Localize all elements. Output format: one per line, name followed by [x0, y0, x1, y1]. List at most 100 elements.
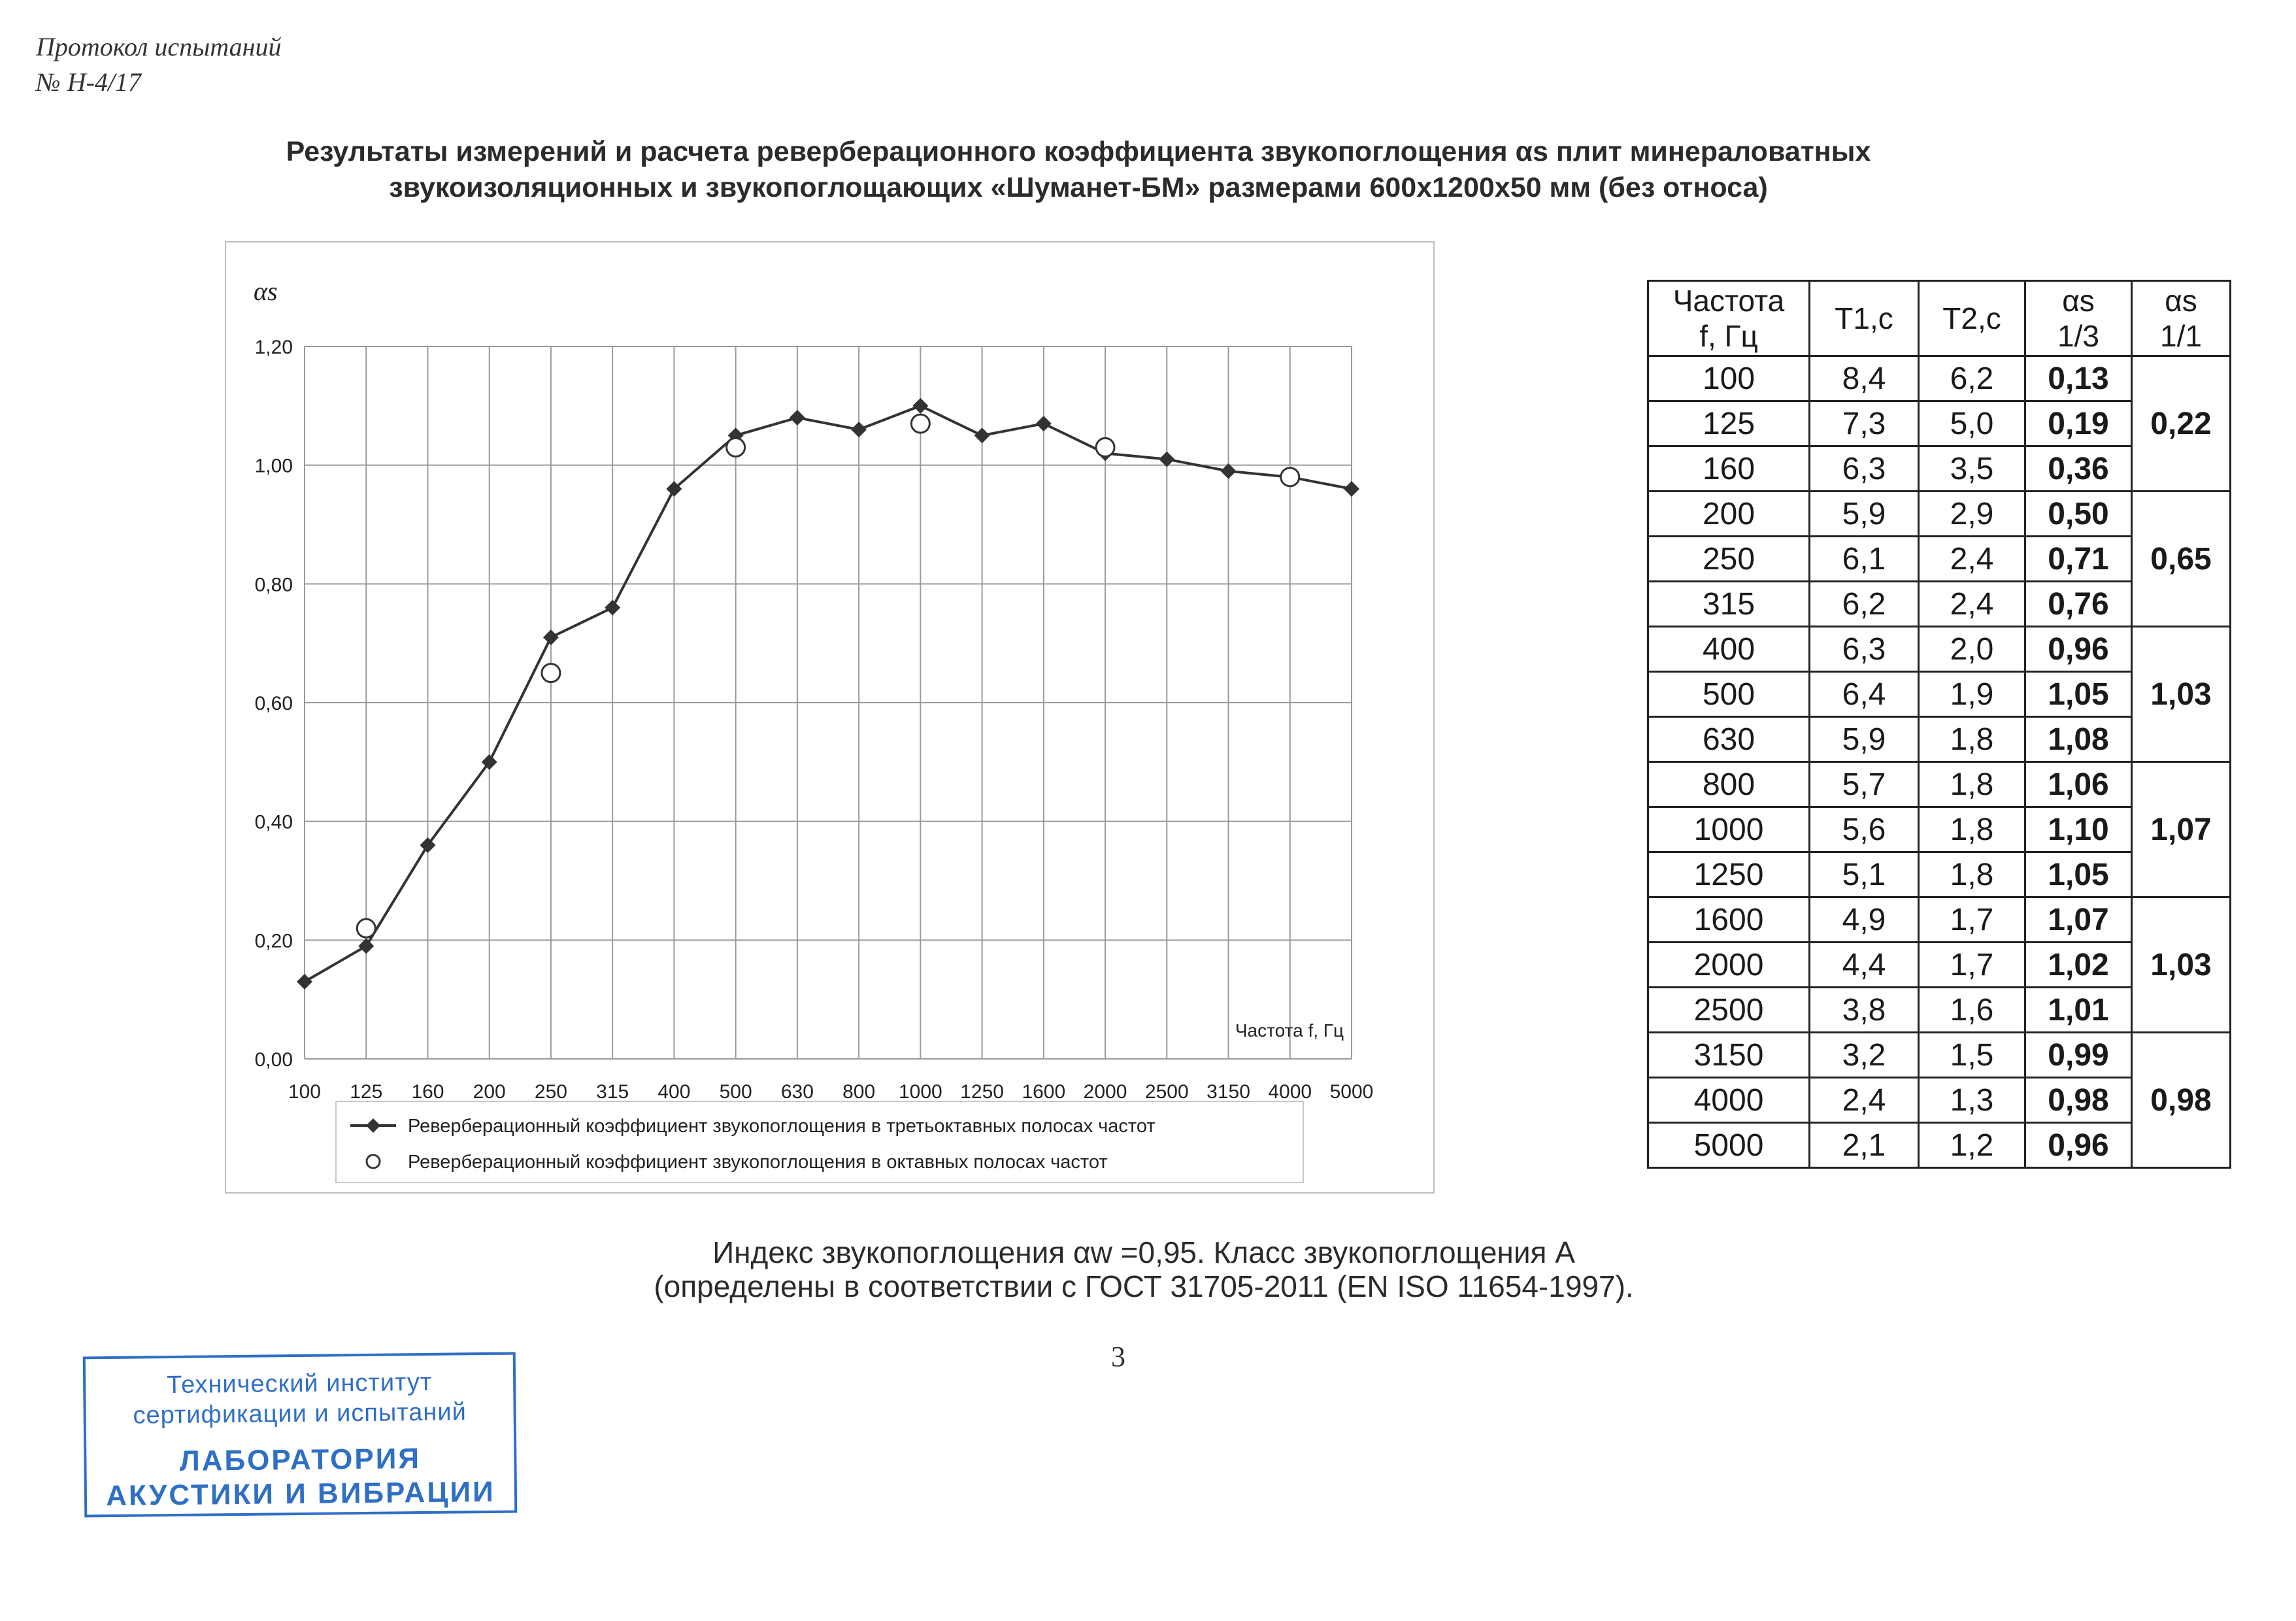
header-frequency-line2: f, Гц — [1699, 319, 1758, 353]
third-octave-point — [297, 973, 312, 990]
cell-t2: 1,8 — [1918, 806, 2026, 853]
y-tick-label: 0,40 — [255, 812, 293, 833]
cell-alpha-third: 1,07 — [2024, 896, 2133, 943]
x-tick-label: 4000 — [1268, 1081, 1312, 1103]
stamp-line-1: Технический институт — [166, 1368, 433, 1399]
cell-t1: 5,6 — [1808, 806, 1920, 853]
header-alpha-octave-line2: 1/1 — [2160, 319, 2202, 353]
cell-t1: 4,9 — [1808, 896, 1920, 943]
third-octave-point — [420, 837, 436, 853]
table-row: 125 7,3 5,0 0,19 — [1647, 400, 2231, 447]
cell-t2: 1,8 — [1918, 761, 2026, 808]
cell-t1: 3,2 — [1808, 1031, 1920, 1078]
third-octave-point — [789, 410, 805, 426]
cell-frequency: 3150 — [1647, 1031, 1810, 1078]
cell-frequency: 4000 — [1647, 1077, 1810, 1124]
cell-frequency: 250 — [1647, 535, 1810, 582]
cell-t2: 2,9 — [1918, 490, 2026, 537]
cell-alpha-octave: 1,03 — [2131, 626, 2231, 763]
cell-t2: 2,0 — [1918, 626, 2026, 673]
cell-alpha-third: 0,36 — [2024, 445, 2133, 492]
x-tick-label: 800 — [842, 1081, 875, 1103]
y-tick-label: 0,20 — [255, 930, 293, 952]
cell-alpha-third: 1,10 — [2024, 806, 2133, 853]
header-alpha-third-line2: 1/3 — [2057, 319, 2099, 353]
third-octave-point — [358, 938, 374, 954]
cell-t2: 5,0 — [1918, 400, 2026, 447]
x-tick-label: 2000 — [1084, 1081, 1127, 1103]
x-axis-label: Частота f, Гц — [1235, 1020, 1344, 1041]
table-row: 5000 2,1 1,2 0,96 — [1647, 1122, 2231, 1169]
y-tick-label: 1,20 — [255, 337, 293, 358]
y-tick-label: 0,60 — [255, 693, 293, 714]
header-frequency-line1: Частота — [1672, 284, 1785, 318]
cell-t1: 6,3 — [1808, 445, 1920, 492]
table-row: 800 5,7 1,8 1,06 1,07 — [1647, 761, 2231, 898]
cell-alpha-octave: 0,22 — [2131, 355, 2231, 492]
cell-t2: 1,8 — [1918, 716, 2026, 763]
octave-point — [1095, 437, 1116, 458]
table-row: 250 6,1 2,4 0,71 — [1647, 535, 2231, 582]
x-tick-label: 2500 — [1145, 1081, 1189, 1103]
header-frequency: Частота f, Гц — [1647, 280, 1810, 357]
table-row: 1600 4,9 1,7 1,07 1,03 — [1647, 896, 2231, 1033]
x-tick-label: 160 — [411, 1081, 444, 1103]
cell-alpha-third: 0,76 — [2024, 580, 2133, 627]
series-third-octave-line — [303, 404, 1352, 983]
cell-alpha-octave: 1,03 — [2131, 896, 2231, 1033]
cell-t1: 5,9 — [1808, 490, 1920, 537]
page-title: Результаты измерений и расчета ревербера… — [131, 134, 2026, 206]
x-tick-label: 5000 — [1330, 1081, 1374, 1103]
cell-frequency: 160 — [1647, 445, 1810, 492]
title-line-1: Результаты измерений и расчета ревербера… — [286, 136, 1871, 167]
stamp-line-2: сертификации и испытаний — [133, 1398, 467, 1429]
chart: 0,00 0,20 0,40 0,60 0,80 1,00 1,20 100 125 160 200… — [254, 276, 1374, 1183]
cell-t1: 5,7 — [1808, 761, 1920, 808]
cell-alpha-octave: 0,98 — [2131, 1031, 2231, 1169]
third-octave-point — [1220, 463, 1237, 479]
third-octave-point — [974, 427, 990, 444]
cell-frequency: 800 — [1647, 761, 1810, 808]
cell-t2: 1,5 — [1918, 1031, 2026, 1078]
y-tick-label: 0,80 — [255, 574, 293, 595]
octave-point — [1280, 467, 1301, 488]
cell-t1: 5,9 — [1808, 716, 1920, 763]
legend-marker-octave — [365, 1154, 381, 1169]
third-octave-point — [1159, 451, 1175, 467]
cell-frequency: 200 — [1647, 490, 1810, 537]
third-octave-point — [1035, 416, 1052, 432]
table-row: 630 5,9 1,8 1,08 — [1647, 716, 2231, 763]
cell-t1: 7,3 — [1808, 400, 1920, 447]
cell-t2: 1,6 — [1918, 986, 2026, 1033]
cell-t1: 6,2 — [1808, 580, 1920, 627]
cell-alpha-third: 1,05 — [2024, 671, 2133, 718]
x-tick-label: 250 — [535, 1081, 567, 1103]
cell-alpha-third: 1,06 — [2024, 761, 2133, 808]
cell-frequency: 5000 — [1647, 1122, 1810, 1169]
third-octave-point — [1344, 481, 1359, 497]
cell-frequency: 500 — [1647, 671, 1810, 718]
cell-alpha-third: 1,01 — [2024, 986, 2133, 1033]
cell-alpha-third: 0,19 — [2024, 400, 2133, 447]
octave-point — [356, 918, 376, 939]
table-row: 200 5,9 2,9 0,50 0,65 — [1647, 490, 2231, 627]
cell-alpha-third: 0,71 — [2024, 535, 2133, 582]
table-row: 160 6,3 3,5 0,36 — [1647, 445, 2231, 492]
cell-alpha-third: 0,98 — [2024, 1077, 2133, 1124]
absorption-index: Индекс звукопоглощения αw =0,95. Класс з… — [392, 1235, 1895, 1303]
header-t2: T2,c — [1918, 280, 2026, 357]
third-octave-point — [542, 629, 559, 646]
legend-label-third-octave: Реверберационный коэффициент звукопоглощ… — [408, 1116, 1156, 1137]
third-octave-point — [605, 599, 621, 616]
cell-t1: 2,4 — [1808, 1077, 1920, 1124]
cell-alpha-third: 0,99 — [2024, 1031, 2133, 1078]
table-row: 3150 3,2 1,5 0,99 0,98 — [1647, 1031, 2231, 1169]
cell-frequency: 100 — [1647, 355, 1810, 402]
x-tick-label: 630 — [781, 1081, 814, 1103]
cell-alpha-third: 1,05 — [2024, 851, 2133, 898]
cell-t1: 6,3 — [1808, 626, 1920, 673]
chart-frame: 0,00 0,20 0,40 0,60 0,80 1,00 1,20 100 125 160 200… — [225, 241, 1435, 1194]
index-line: Индекс звукопоглощения αw =0,95. Класс з… — [712, 1235, 1575, 1269]
cell-t2: 1,8 — [1918, 851, 2026, 898]
header-alpha-octave: αs 1/1 — [2131, 280, 2231, 357]
